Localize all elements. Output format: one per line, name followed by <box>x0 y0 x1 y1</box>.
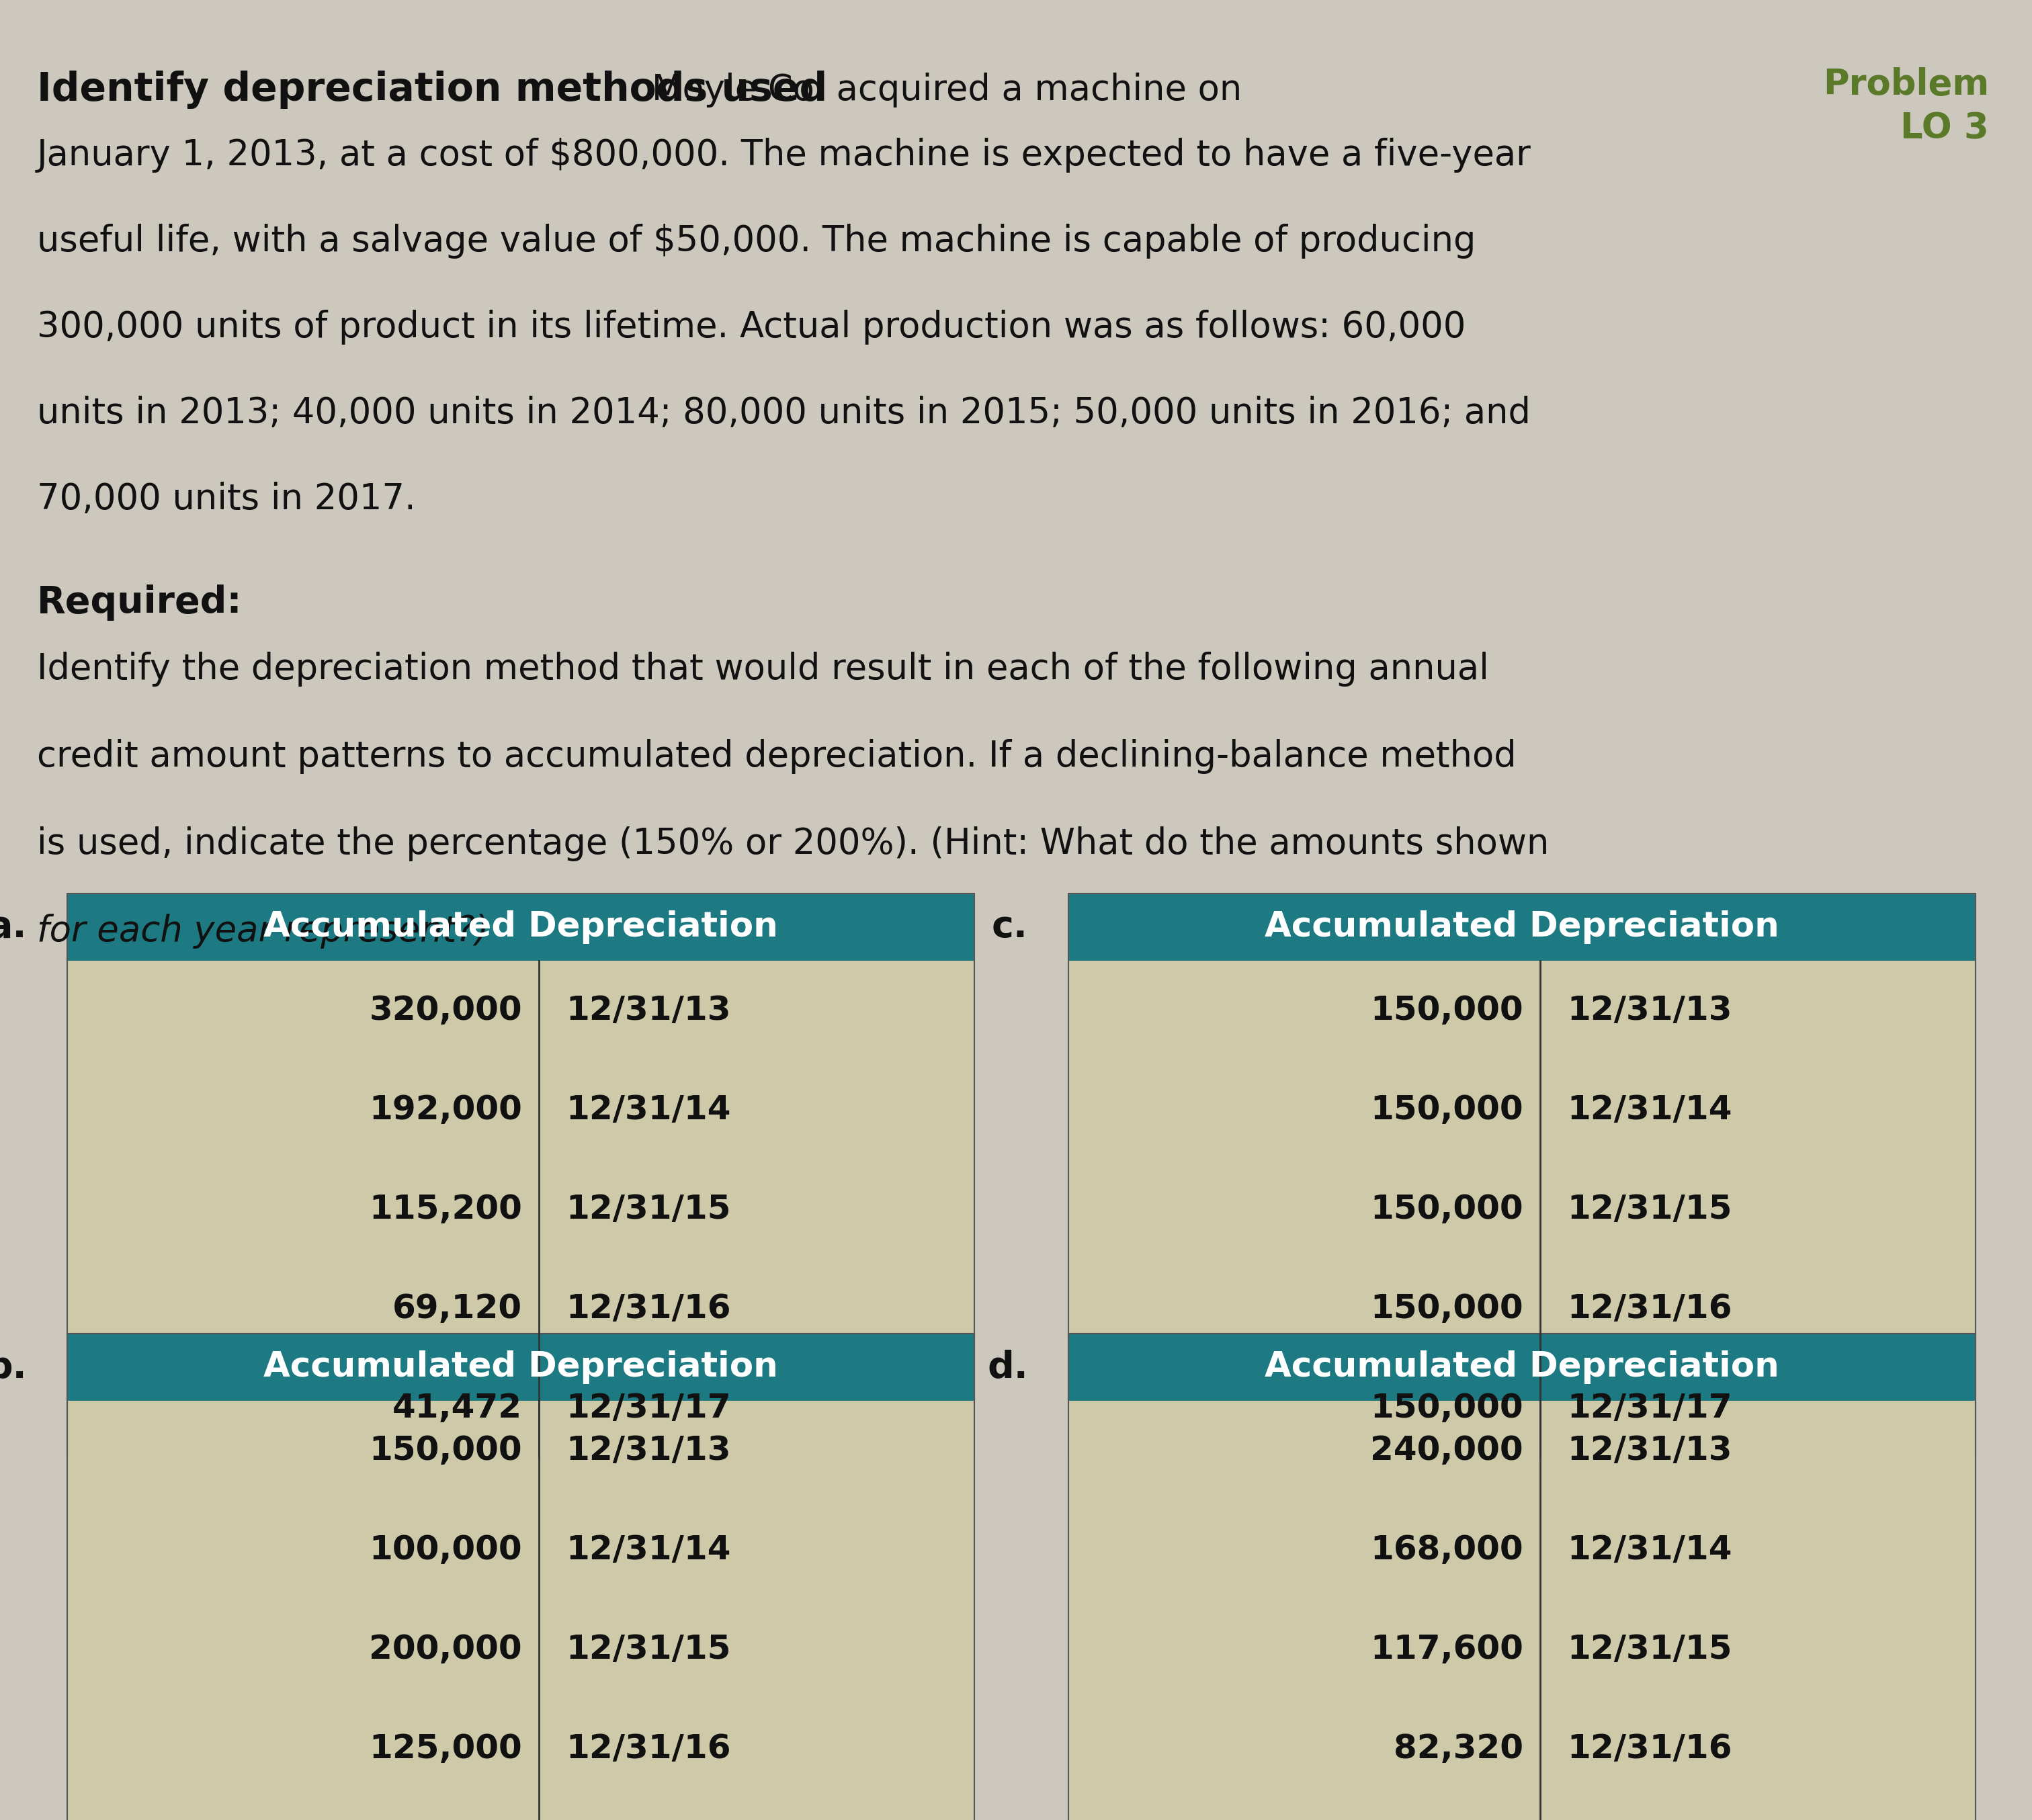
Text: Identify the depreciation method that would result in each of the following annu: Identify the depreciation method that wo… <box>37 652 1489 686</box>
Text: Moyle Co. acquired a machine on: Moyle Co. acquired a machine on <box>652 73 1242 107</box>
Text: 12/31/14: 12/31/14 <box>1567 1094 1731 1127</box>
Text: 150,000: 150,000 <box>1370 1392 1524 1425</box>
Text: 12/31/15: 12/31/15 <box>1567 1194 1731 1225</box>
Text: d.: d. <box>988 1349 1028 1385</box>
Text: b.: b. <box>0 1349 26 1385</box>
FancyBboxPatch shape <box>67 961 973 1458</box>
Text: Required:: Required: <box>37 584 242 621</box>
Text: credit amount patterns to accumulated depreciation. If a declining-balance metho: credit amount patterns to accumulated de… <box>37 739 1516 774</box>
Text: 240,000: 240,000 <box>1370 1434 1524 1467</box>
Text: 150,000: 150,000 <box>1370 1292 1524 1325</box>
Text: 125,000: 125,000 <box>370 1733 522 1765</box>
Text: 150,000: 150,000 <box>370 1434 522 1467</box>
Text: 12/31/13: 12/31/13 <box>565 1434 732 1467</box>
FancyBboxPatch shape <box>1069 961 1975 1458</box>
Text: 12/31/15: 12/31/15 <box>565 1194 732 1225</box>
Text: is used, indicate the percentage (150% or 200%). (Hint: What do the amounts show: is used, indicate the percentage (150% o… <box>37 826 1548 861</box>
Text: 12/31/16: 12/31/16 <box>565 1733 732 1765</box>
Text: 320,000: 320,000 <box>370 994 522 1026</box>
FancyBboxPatch shape <box>67 1334 973 1401</box>
FancyBboxPatch shape <box>67 1401 973 1820</box>
Text: 12/31/14: 12/31/14 <box>1567 1534 1731 1565</box>
Text: 70,000 units in 2017.: 70,000 units in 2017. <box>37 482 417 517</box>
Text: 100,000: 100,000 <box>370 1534 522 1565</box>
Text: units in 2013; 40,000 units in 2014; 80,000 units in 2015; 50,000 units in 2016;: units in 2013; 40,000 units in 2014; 80,… <box>37 395 1530 431</box>
Text: 150,000: 150,000 <box>1370 994 1524 1026</box>
Text: 12/31/13: 12/31/13 <box>1567 994 1731 1026</box>
Text: 300,000 units of product in its lifetime. Actual production was as follows: 60,0: 300,000 units of product in its lifetime… <box>37 309 1465 344</box>
Text: Accumulated Depreciation: Accumulated Depreciation <box>1264 910 1780 945</box>
Text: 12/31/14: 12/31/14 <box>565 1094 732 1127</box>
Text: 12/31/14: 12/31/14 <box>565 1534 732 1565</box>
FancyBboxPatch shape <box>1069 894 1975 961</box>
FancyBboxPatch shape <box>1069 1401 1975 1820</box>
Text: c.: c. <box>992 908 1028 945</box>
Text: 200,000: 200,000 <box>370 1633 522 1665</box>
Text: 12/31/17: 12/31/17 <box>1567 1392 1731 1425</box>
Text: 12/31/16: 12/31/16 <box>1567 1733 1731 1765</box>
Text: 12/31/16: 12/31/16 <box>565 1292 732 1325</box>
FancyBboxPatch shape <box>67 894 973 961</box>
Text: Problem: Problem <box>1823 67 1989 102</box>
Text: 82,320: 82,320 <box>1394 1733 1524 1765</box>
Text: 12/31/17: 12/31/17 <box>565 1392 732 1425</box>
Text: 12/31/16: 12/31/16 <box>1567 1292 1731 1325</box>
Text: Accumulated Depreciation: Accumulated Depreciation <box>264 910 778 945</box>
Text: 115,200: 115,200 <box>370 1194 522 1225</box>
Text: 12/31/15: 12/31/15 <box>1567 1633 1731 1665</box>
Text: for each year represent?): for each year represent?) <box>37 914 490 948</box>
Text: 192,000: 192,000 <box>370 1094 522 1127</box>
Text: 150,000: 150,000 <box>1370 1194 1524 1225</box>
Text: 117,600: 117,600 <box>1370 1633 1524 1665</box>
Text: Identify depreciation methods used: Identify depreciation methods used <box>37 71 827 109</box>
Text: 168,000: 168,000 <box>1370 1534 1524 1565</box>
Text: a.: a. <box>0 908 26 945</box>
Text: LO 3: LO 3 <box>1900 111 1989 146</box>
Text: Accumulated Depreciation: Accumulated Depreciation <box>1264 1350 1780 1383</box>
Text: 12/31/15: 12/31/15 <box>565 1633 732 1665</box>
Text: 150,000: 150,000 <box>1370 1094 1524 1127</box>
Text: useful life, with a salvage value of $50,000. The machine is capable of producin: useful life, with a salvage value of $50… <box>37 224 1475 258</box>
Text: 12/31/13: 12/31/13 <box>1567 1434 1731 1467</box>
Text: 41,472: 41,472 <box>392 1392 522 1425</box>
Text: 69,120: 69,120 <box>392 1292 522 1325</box>
Text: 12/31/13: 12/31/13 <box>565 994 732 1026</box>
Text: Accumulated Depreciation: Accumulated Depreciation <box>264 1350 778 1383</box>
FancyBboxPatch shape <box>1069 1334 1975 1401</box>
Text: January 1, 2013, at a cost of $800,000. The machine is expected to have a five-y: January 1, 2013, at a cost of $800,000. … <box>37 138 1532 173</box>
